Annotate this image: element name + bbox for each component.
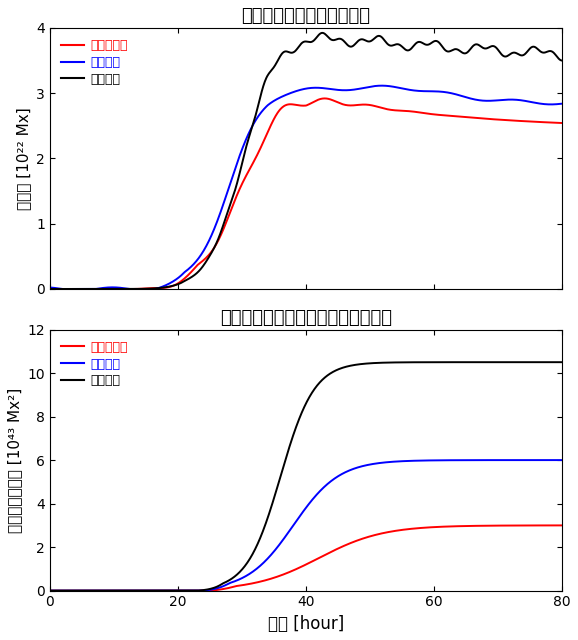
Y-axis label: 磁束量 [10²² Mx]: 磁束量 [10²² Mx] (16, 107, 31, 210)
Title: 太陽表面に出現した磁束量: 太陽表面に出現した磁束量 (242, 7, 370, 25)
Y-axis label: 磁気ヘリシティ [10⁴³ Mx²]: 磁気ヘリシティ [10⁴³ Mx²] (7, 387, 22, 532)
Legend: ねじれゼロ, ねじれ弱, ねじれ強: ねじれゼロ, ねじれ弱, ねじれ強 (56, 34, 132, 91)
X-axis label: 時間 [hour]: 時間 [hour] (268, 615, 344, 633)
Title: コロナへ供給された磁気ヘリシティ: コロナへ供給された磁気ヘリシティ (220, 308, 392, 326)
Legend: ねじれゼロ, ねじれ弱, ねじれ強: ねじれゼロ, ねじれ弱, ねじれ強 (56, 336, 132, 392)
